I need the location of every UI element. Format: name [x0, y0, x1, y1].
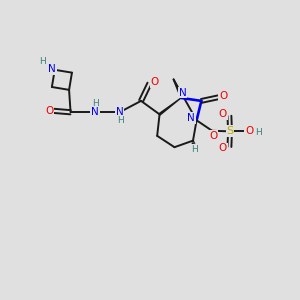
Text: H: H	[191, 145, 198, 154]
Text: S: S	[226, 126, 234, 136]
Text: O: O	[209, 131, 218, 141]
Text: O: O	[45, 106, 53, 116]
Text: H: H	[92, 99, 99, 108]
Text: N: N	[179, 88, 186, 98]
Polygon shape	[159, 98, 181, 115]
Text: H: H	[39, 57, 46, 66]
Text: N: N	[49, 64, 56, 74]
Text: H: H	[117, 116, 124, 125]
Text: N: N	[91, 107, 99, 117]
Text: O: O	[245, 126, 253, 136]
Text: N: N	[187, 113, 195, 123]
Text: O: O	[151, 77, 159, 87]
Text: H: H	[255, 128, 262, 137]
Text: N: N	[116, 107, 123, 117]
Text: O: O	[219, 91, 228, 101]
Text: O: O	[219, 143, 227, 153]
Text: O: O	[219, 109, 227, 119]
